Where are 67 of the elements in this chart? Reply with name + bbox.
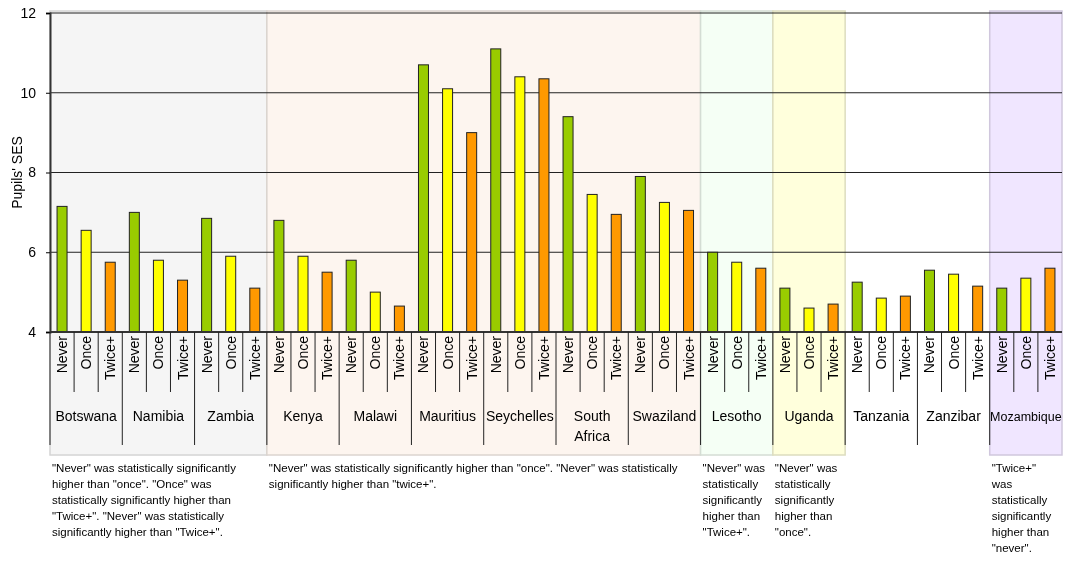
text: Twice+ (680, 336, 697, 380)
y-axis-title: Pupils' SES (9, 136, 25, 209)
text: Twice+ (1041, 336, 1058, 380)
text: Never (704, 336, 721, 374)
x-tick-label: Zanzibar (926, 408, 982, 424)
text: Once (295, 336, 311, 370)
x-tick-label: Malawi (353, 408, 398, 424)
text: Twice+ (463, 336, 480, 380)
text: Twice+ (752, 336, 769, 380)
text: Once (78, 335, 95, 370)
band-label: "Never" was statistically significantly higher than "Twice+". (702, 462, 766, 538)
band-label: "Never" was statistically significantly higher than "once". "Never" was statistically significantly higher than "twice+". (268, 462, 678, 490)
band-label: "Never" was statistically significantly higher than "once". "Once" was statistically significantly higher than "Twice+". "Never" was statistically significantly higher than "Twice+". (52, 462, 237, 538)
text: Once (511, 336, 528, 370)
text: Twice+ (391, 336, 408, 380)
text: Never (415, 336, 432, 374)
x-tick-label: Lesotho (711, 408, 762, 424)
text: Once (656, 336, 673, 370)
x-tick-label: Seychelles (486, 408, 554, 424)
y-tick-label: 12 (20, 4, 37, 21)
text: Once (150, 336, 167, 370)
text: Once (945, 336, 962, 370)
x-tick-label: Zambia (207, 408, 255, 424)
text: Twice+ (174, 336, 191, 380)
y-tick-label: 10 (20, 84, 37, 101)
text: Once (584, 336, 601, 370)
text: Once (1017, 336, 1034, 370)
y-tick-label: 4 (28, 323, 37, 340)
x-tick-label: Kenya (283, 408, 324, 424)
text: Twice+ (319, 336, 336, 380)
text: Never (198, 336, 215, 374)
text: Twice+ (825, 336, 842, 380)
text: Never (776, 335, 793, 374)
x-tick-label: Namibia (132, 408, 185, 424)
band-label: "Never" was statistically significantly higher than "once". (774, 462, 838, 538)
x-tick-label: Mauritius (419, 408, 476, 424)
text: Once (439, 336, 456, 370)
text: Never (632, 336, 649, 374)
text: Twice+ (535, 336, 552, 380)
text: Never (849, 336, 866, 374)
text: Never (126, 336, 143, 374)
text: Once (873, 336, 890, 370)
text: Once (801, 336, 817, 370)
text: Once (222, 336, 239, 370)
text: Once (367, 336, 384, 370)
text: Never (993, 336, 1010, 374)
text: Never (487, 336, 504, 374)
x-tick-label: Mozambique (990, 410, 1062, 424)
text: Once (728, 336, 745, 370)
band-label: "Twice+" was statistically significantly higher than "never". (990, 462, 1052, 554)
text: Twice+ (246, 336, 263, 380)
text: Never (54, 336, 71, 374)
y-tick-label: 8 (28, 164, 37, 181)
text: Twice+ (969, 336, 986, 380)
text: Twice+ (608, 336, 625, 380)
y-tick-label: 6 (28, 244, 37, 261)
text: Never (921, 336, 938, 374)
x-tick-label: Uganda (784, 408, 834, 424)
text: Twice+ (102, 336, 119, 380)
x-tick-label: South Africa (573, 408, 611, 444)
text: Never (270, 336, 287, 374)
x-tick-label: Tanzania (853, 408, 910, 424)
text: Twice+ (897, 336, 914, 380)
text: Never (343, 336, 360, 374)
x-tick-label: Botswana (55, 408, 118, 424)
x-tick-label: Swaziland (632, 408, 697, 424)
text: Never (560, 336, 577, 374)
